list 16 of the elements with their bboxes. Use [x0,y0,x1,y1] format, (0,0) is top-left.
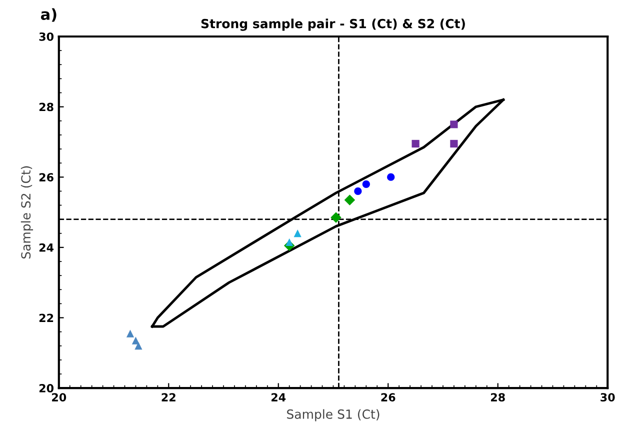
y-axis-title: Sample S2 (Ct) [20,166,34,258]
y-tick-label: 30 [39,32,54,41]
y-tick-label: 26 [39,173,54,182]
x-tick-label: 20 [52,393,66,402]
x-tick-label: 28 [491,393,505,402]
y-tick-label: 28 [39,102,54,112]
y-tick-label: 24 [39,243,54,252]
x-tick-label: 30 [600,393,615,402]
chart-title: Strong sample pair - S1 (Ct) & S2 (Ct) [201,18,465,31]
x-tick-label: 22 [162,393,176,402]
text: a) [40,8,56,22]
y-tick-label: 22 [39,314,54,322]
x-tick-label: 24 [272,393,286,402]
x-tick-label: 26 [381,393,396,402]
x-axis-title: Sample S1 (Ct) [287,409,380,422]
y-tick-label: 20 [39,384,54,392]
